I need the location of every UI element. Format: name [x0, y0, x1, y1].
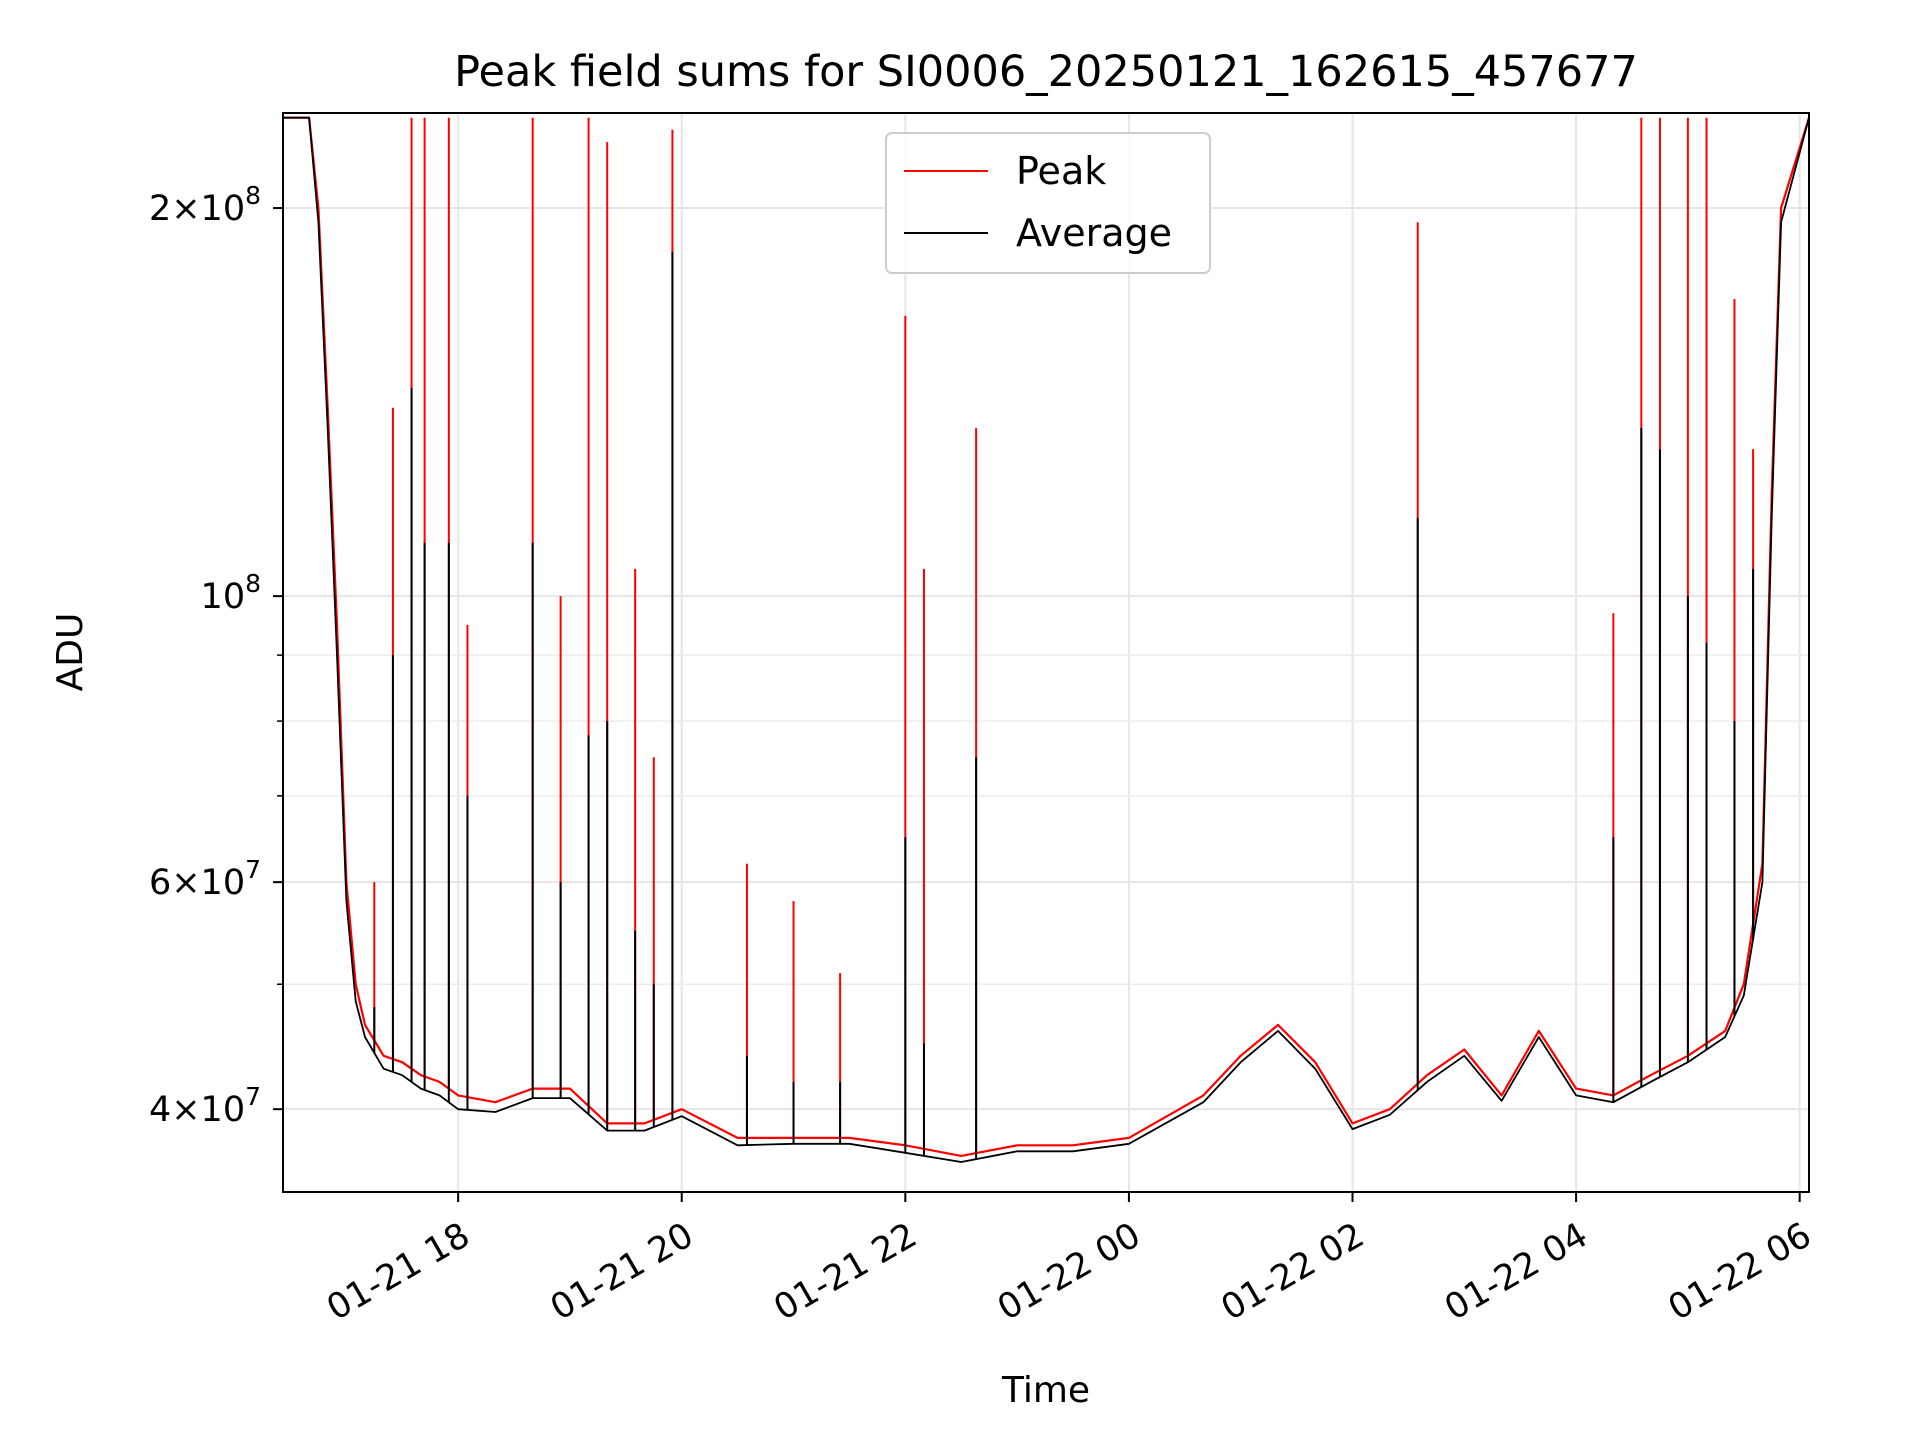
y-tick-label: 4×107: [149, 1082, 261, 1130]
y-tick-label: 2×108: [149, 181, 261, 229]
y-tick-label: 6×107: [149, 855, 261, 903]
average-series-line: [283, 116, 1810, 1163]
x-axis-label: Time: [1001, 1370, 1090, 1411]
legend-average-label: Average: [1016, 211, 1172, 255]
plot-area: [283, 116, 1811, 1163]
peak-series-line: [283, 116, 1811, 1157]
legend-box: [885, 132, 1211, 274]
legend-peak-label: Peak: [1016, 149, 1106, 193]
y-tick-label: 108: [201, 569, 261, 617]
plot-frame: [282, 112, 1810, 1193]
legend: Peak Average: [885, 132, 1211, 274]
chart-title: Peak field sums for SI0006_20250121_1626…: [454, 47, 1638, 97]
y-axis-label: ADU: [50, 613, 91, 692]
y-axis: 4×107 6×107 108 2×108: [149, 181, 283, 1130]
